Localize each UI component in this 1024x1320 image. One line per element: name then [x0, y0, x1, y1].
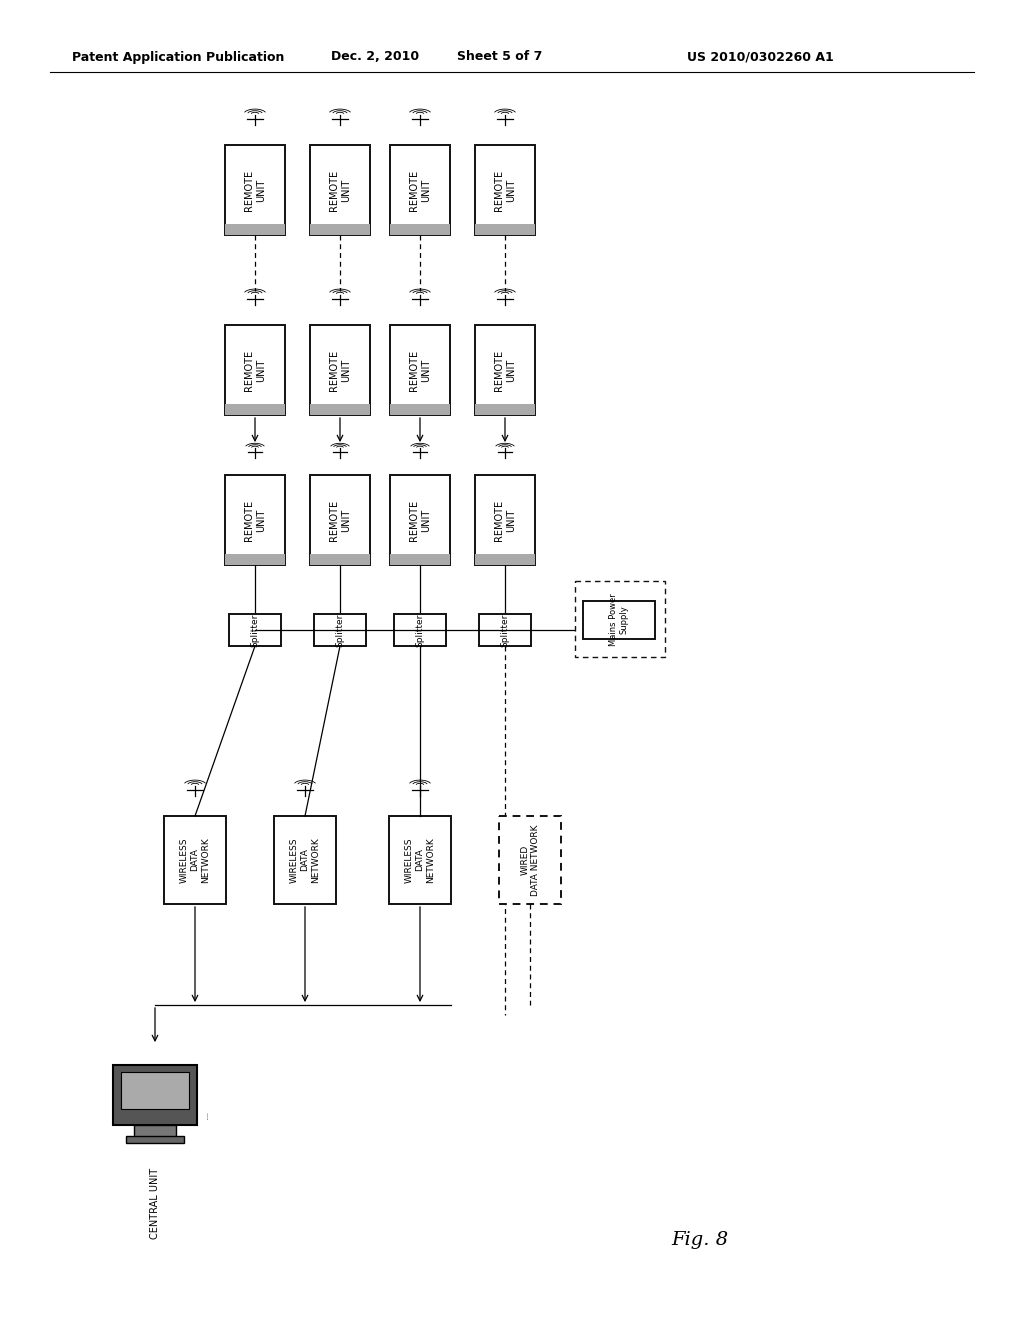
Text: REMOTE
UNIT: REMOTE UNIT — [244, 499, 266, 541]
Text: US 2010/0302260 A1: US 2010/0302260 A1 — [687, 50, 834, 63]
Bar — [310, 224, 370, 235]
Bar — [583, 601, 655, 639]
Text: Splitter: Splitter — [501, 614, 510, 647]
Bar — [310, 145, 370, 235]
Bar — [390, 325, 450, 414]
Text: REMOTE
UNIT: REMOTE UNIT — [410, 169, 431, 211]
Bar — [390, 145, 450, 235]
Bar — [390, 554, 450, 565]
Text: Splitter: Splitter — [251, 614, 259, 647]
Bar — [475, 404, 535, 414]
Bar — [229, 614, 281, 645]
Bar — [225, 325, 285, 414]
Bar — [310, 475, 370, 565]
Text: REMOTE
UNIT: REMOTE UNIT — [329, 350, 351, 391]
Bar — [121, 1072, 189, 1109]
Text: WIRELESS
DATA
NETWORK: WIRELESS DATA NETWORK — [180, 837, 210, 883]
Text: WIRELESS
DATA
NETWORK: WIRELESS DATA NETWORK — [406, 837, 435, 883]
Bar — [390, 224, 450, 235]
Bar — [575, 581, 665, 657]
Bar — [114, 1065, 197, 1126]
Bar — [225, 404, 285, 414]
Text: Patent Application Publication: Patent Application Publication — [72, 50, 285, 63]
Text: REMOTE
UNIT: REMOTE UNIT — [495, 499, 516, 541]
Bar — [475, 145, 535, 235]
Bar — [475, 475, 535, 565]
Text: REMOTE
UNIT: REMOTE UNIT — [495, 169, 516, 211]
Bar — [390, 404, 450, 414]
Bar — [225, 145, 285, 235]
Text: REMOTE
UNIT: REMOTE UNIT — [410, 499, 431, 541]
Text: Mains Power
Supply: Mains Power Supply — [609, 594, 629, 647]
Text: Fig. 8: Fig. 8 — [672, 1232, 728, 1249]
Bar — [310, 404, 370, 414]
Bar — [225, 224, 285, 235]
Bar — [475, 224, 535, 235]
Bar — [134, 1126, 176, 1137]
Text: CENTRAL UNIT: CENTRAL UNIT — [150, 1168, 160, 1239]
Bar — [394, 614, 446, 645]
Bar — [390, 475, 450, 565]
Text: Sheet 5 of 7: Sheet 5 of 7 — [458, 50, 543, 63]
Bar — [225, 554, 285, 565]
Text: REMOTE
UNIT: REMOTE UNIT — [329, 499, 351, 541]
Text: Splitter: Splitter — [336, 614, 344, 647]
Bar — [475, 554, 535, 565]
Text: REMOTE
UNIT: REMOTE UNIT — [410, 350, 431, 391]
Bar — [310, 554, 370, 565]
Bar — [126, 1137, 184, 1143]
Text: REMOTE
UNIT: REMOTE UNIT — [495, 350, 516, 391]
Text: Splitter: Splitter — [416, 614, 425, 647]
Bar — [225, 475, 285, 565]
Bar — [314, 614, 366, 645]
Bar — [475, 325, 535, 414]
Text: WIRED
DATA NETWORK: WIRED DATA NETWORK — [520, 824, 540, 896]
Bar — [274, 816, 336, 904]
Text: REMOTE
UNIT: REMOTE UNIT — [329, 169, 351, 211]
Bar — [389, 816, 451, 904]
Bar — [499, 816, 561, 904]
Text: WIRELESS
DATA
NETWORK: WIRELESS DATA NETWORK — [290, 837, 319, 883]
Bar — [310, 325, 370, 414]
Bar — [164, 816, 226, 904]
Text: Dec. 2, 2010: Dec. 2, 2010 — [331, 50, 419, 63]
Bar — [479, 614, 531, 645]
Text: Publication: Publication — [208, 1111, 209, 1119]
Text: REMOTE
UNIT: REMOTE UNIT — [244, 169, 266, 211]
Text: REMOTE
UNIT: REMOTE UNIT — [244, 350, 266, 391]
